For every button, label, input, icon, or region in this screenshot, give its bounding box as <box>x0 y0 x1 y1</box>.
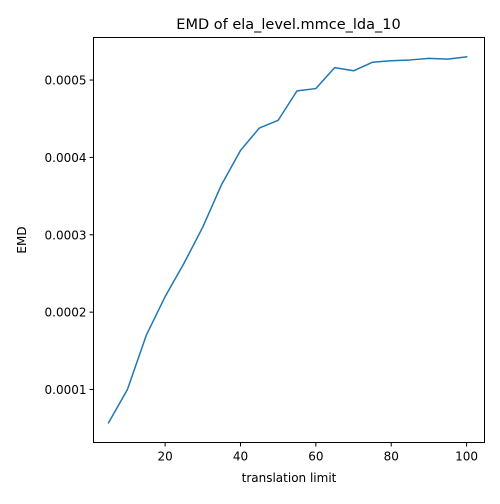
x-tick-label: 20 <box>157 450 172 464</box>
x-axis: 20 40 60 80 100 <box>157 443 478 464</box>
y-axis-label: EMD <box>15 226 29 253</box>
series-line-0 <box>109 57 467 423</box>
y-tick-label: 0.0002 <box>45 306 87 320</box>
axes-frame <box>94 38 485 443</box>
x-axis-label: translation limit <box>242 471 337 485</box>
y-tick-label: 0.0004 <box>45 151 87 165</box>
plot-area <box>109 57 467 423</box>
x-tick-label: 80 <box>384 450 399 464</box>
x-tick-label: 40 <box>233 450 248 464</box>
y-tick-label: 0.0001 <box>45 383 87 397</box>
y-tick-label: 0.0003 <box>45 228 87 242</box>
x-tick-label: 100 <box>455 450 478 464</box>
y-tick-label: 0.0005 <box>45 74 87 88</box>
x-tick-label: 60 <box>308 450 323 464</box>
y-axis: 0.0001 0.0002 0.0003 0.0004 0.0005 <box>45 74 94 397</box>
chart-title: EMD of ela_level.mmce_lda_10 <box>176 17 400 33</box>
